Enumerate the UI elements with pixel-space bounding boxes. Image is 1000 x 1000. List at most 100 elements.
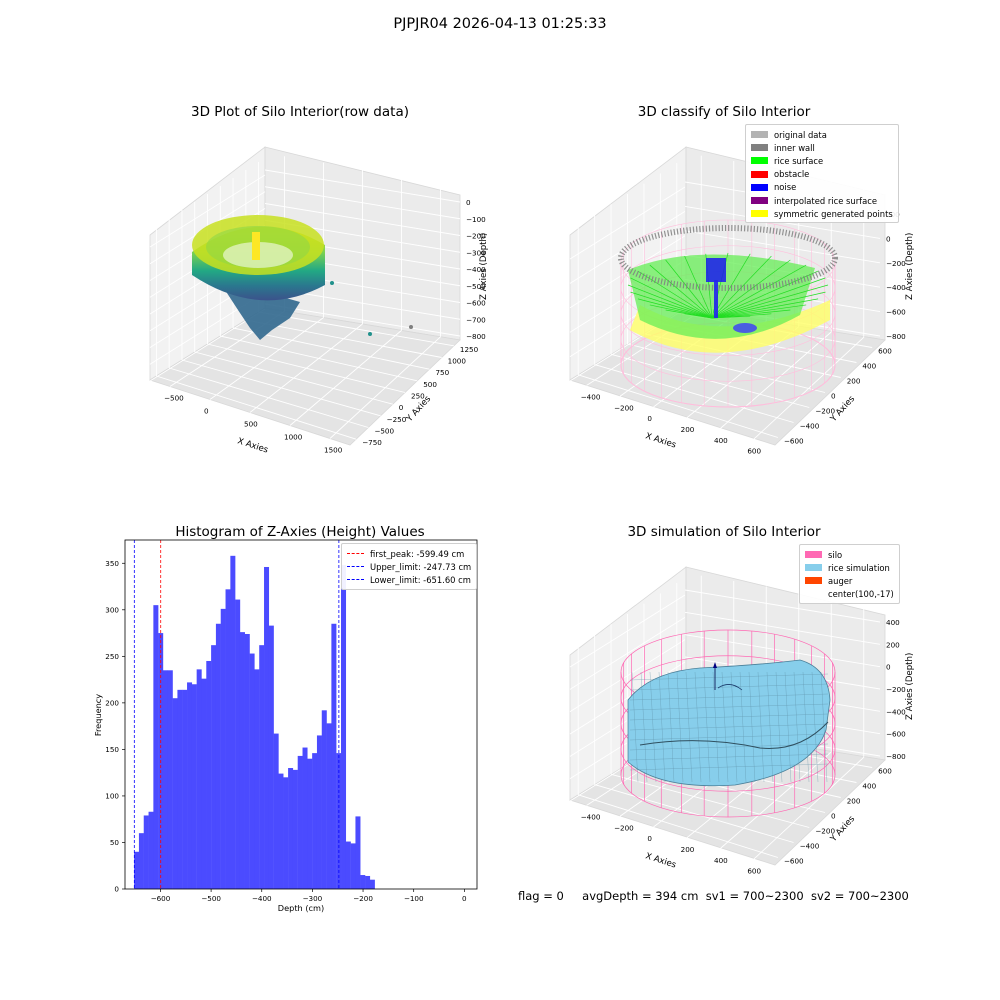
x-tick-label: 600 bbox=[747, 867, 761, 876]
y-tick-label: −500 bbox=[374, 427, 394, 436]
histogram-bar bbox=[360, 875, 366, 889]
legend-item-original-data: original data bbox=[751, 128, 893, 141]
histogram-bar bbox=[259, 645, 265, 889]
y-tick-label: 0 bbox=[831, 812, 836, 821]
y-tick-label: 200 bbox=[847, 377, 861, 386]
x-tick-label: 200 bbox=[681, 425, 695, 434]
histogram-bar bbox=[191, 684, 197, 889]
z-tick-label: −300 bbox=[466, 248, 486, 257]
histogram-bar bbox=[172, 698, 178, 889]
histogram-bar bbox=[215, 623, 221, 889]
legend-swatch bbox=[805, 591, 822, 598]
y-tick-label: 0 bbox=[114, 885, 119, 894]
legend-item-obstacle: obstacle bbox=[751, 168, 893, 181]
panel1-xlabel: X Axies bbox=[236, 436, 270, 455]
histogram-xlabel: Depth (cm) bbox=[278, 903, 324, 913]
x-tick-label: −300 bbox=[303, 894, 323, 903]
y-tick-label: 400 bbox=[862, 362, 876, 371]
z-tick-label: −100 bbox=[466, 215, 486, 224]
x-tick-label: 1500 bbox=[324, 446, 343, 455]
histogram-bar bbox=[312, 753, 318, 889]
histogram-ylabel: Frequency bbox=[93, 694, 103, 736]
y-tick-label: −250 bbox=[387, 415, 407, 424]
legend-item-rice-surface: rice surface bbox=[751, 154, 893, 167]
histogram-bar bbox=[206, 660, 212, 889]
y-tick-label: 50 bbox=[110, 838, 120, 847]
y-tick-label: −400 bbox=[800, 842, 820, 851]
histogram-bar bbox=[225, 589, 231, 889]
y-tick-label: −200 bbox=[815, 827, 835, 836]
histogram-bar bbox=[292, 769, 298, 889]
z-tick-label: 200 bbox=[886, 640, 900, 649]
histogram-bar bbox=[355, 816, 361, 889]
x-tick-label: 400 bbox=[714, 856, 728, 865]
status-line: flag = 0 avgDepth = 394 cm sv1 = 700~230… bbox=[518, 889, 909, 903]
y-tick-label: 0 bbox=[399, 403, 404, 412]
panel1-zlabel: Z Axies (Depth) bbox=[479, 233, 489, 300]
z-tick-label: −200 bbox=[886, 685, 906, 694]
histogram-bar bbox=[187, 682, 193, 889]
x-tick-label: −100 bbox=[404, 894, 424, 903]
histogram-bar bbox=[268, 625, 274, 889]
z-tick-label: −600 bbox=[886, 308, 906, 317]
y-tick-label: −600 bbox=[784, 437, 804, 446]
x-tick-label: −500 bbox=[164, 394, 184, 403]
panel2-zlabel: Z Axies (Depth) bbox=[905, 233, 915, 300]
histogram-bar bbox=[182, 689, 188, 889]
x-tick-label: −200 bbox=[614, 403, 634, 412]
x-tick-label: 0 bbox=[462, 894, 467, 903]
legend-swatch bbox=[751, 157, 768, 165]
legend-swatch bbox=[751, 210, 768, 218]
histogram-bar bbox=[302, 747, 308, 889]
y-tick-label: −750 bbox=[362, 438, 382, 447]
legend-item-rice-simulation: rice simulation bbox=[805, 561, 894, 574]
y-tick-label: 200 bbox=[847, 797, 861, 806]
z-tick-label: −200 bbox=[886, 259, 906, 268]
x-tick-label: −500 bbox=[201, 894, 221, 903]
z-tick-label: 0 bbox=[886, 663, 891, 672]
y-tick-label: 300 bbox=[105, 605, 119, 614]
histogram-bar bbox=[297, 755, 303, 889]
avg-depth-text: avgDepth = 394 cm bbox=[582, 889, 699, 903]
histogram-bar bbox=[153, 605, 159, 889]
histogram-bar bbox=[196, 669, 202, 889]
legend-swatch bbox=[805, 577, 822, 585]
y-tick-label: 250 bbox=[411, 392, 425, 401]
histogram-bar bbox=[369, 879, 375, 889]
histogram-bar bbox=[278, 773, 284, 889]
x-tick-label: −400 bbox=[581, 812, 601, 821]
z-tick-label: 0 bbox=[466, 198, 471, 207]
legend-swatch bbox=[805, 551, 822, 559]
legend-line bbox=[347, 566, 364, 568]
histogram-bar bbox=[288, 768, 294, 889]
z-tick-label: −400 bbox=[466, 265, 486, 274]
histogram-bar bbox=[365, 875, 371, 889]
figure-title: PJPJR04 2026-04-13 01:25:33 bbox=[393, 16, 607, 32]
x-tick-label: −600 bbox=[151, 894, 171, 903]
sv2-text: sv2 = 700~2300 bbox=[810, 889, 909, 903]
y-tick-label: 0 bbox=[831, 392, 836, 401]
histogram-bar bbox=[321, 710, 327, 889]
legend-swatch bbox=[751, 131, 768, 139]
y-tick-label: 500 bbox=[423, 380, 437, 389]
histogram-bar bbox=[331, 623, 337, 889]
histogram-bar bbox=[316, 735, 322, 889]
y-tick-label: 400 bbox=[862, 782, 876, 791]
histogram-frame bbox=[124, 539, 478, 890]
panel4-ylabel: Y Axies bbox=[828, 814, 857, 845]
panel4-zlabel: Z Axies (Depth) bbox=[905, 653, 915, 720]
legend-swatch bbox=[805, 564, 822, 572]
panel2-title: 3D classify of Silo Interior bbox=[637, 104, 811, 120]
legend-item-center: center(100,-17) bbox=[805, 588, 894, 601]
x-tick-label: 500 bbox=[244, 420, 258, 429]
x-tick-label: −200 bbox=[353, 894, 373, 903]
panel3-title: Histogram of Z-Axies (Height) Values bbox=[175, 524, 425, 540]
y-tick-label: −600 bbox=[784, 857, 804, 866]
histogram-legend: first_peak: -599.49 cm Upper_limit: -247… bbox=[341, 543, 478, 590]
legend-swatch bbox=[751, 144, 768, 152]
legend-item-noise: noise bbox=[751, 181, 893, 194]
histogram-bar bbox=[143, 815, 149, 889]
legend-item-lower-limit: Lower_limit: -651.60 cm bbox=[347, 573, 471, 586]
legend-line bbox=[347, 579, 364, 581]
y-tick-label: 1000 bbox=[448, 357, 467, 366]
